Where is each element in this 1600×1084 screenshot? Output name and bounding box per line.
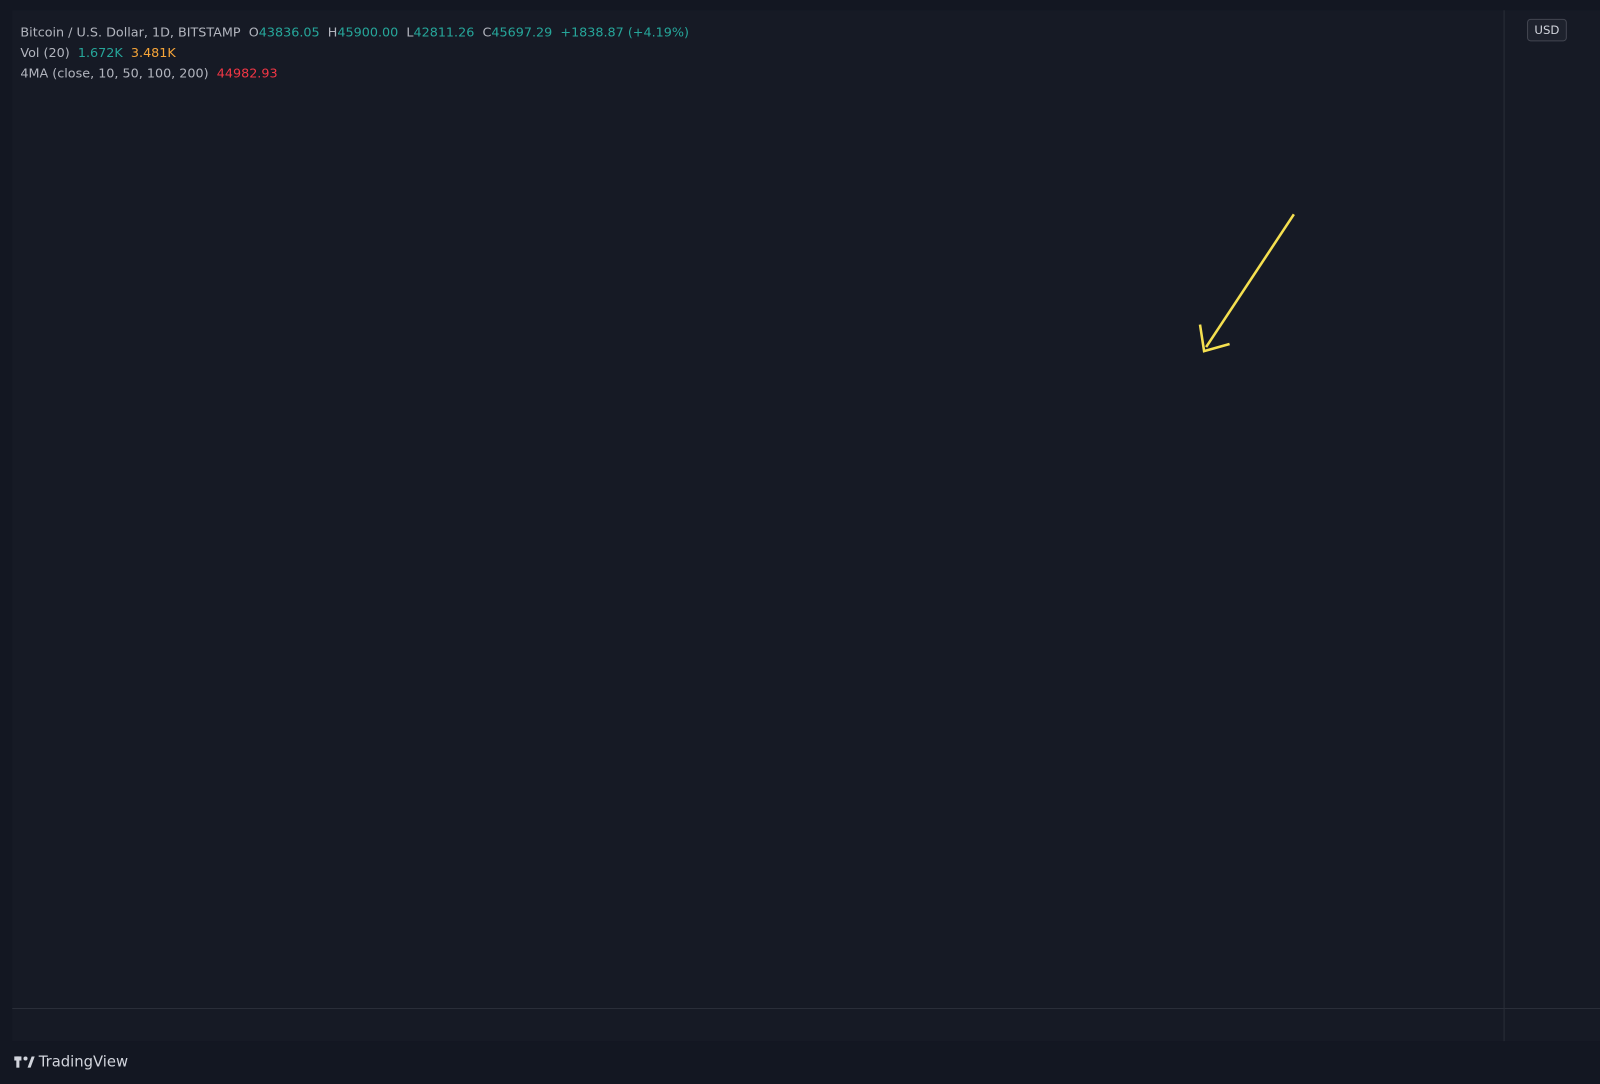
currency-button-box[interactable] xyxy=(1527,18,1567,42)
legend-key: L xyxy=(406,25,414,40)
footer: TradingView xyxy=(14,1054,128,1071)
logo-part xyxy=(16,1056,20,1068)
legend-high: 45900.00 xyxy=(337,25,398,40)
arrow-annotation xyxy=(1198,213,1295,353)
ma-value: 44982.93 xyxy=(217,66,278,81)
currency-label[interactable]: USD xyxy=(1534,23,1559,37)
volume-name: Vol (20) xyxy=(20,46,69,61)
price-axis-area xyxy=(1504,10,1600,1009)
volume-ma-value: 3.481K xyxy=(131,46,176,61)
legend-key: O xyxy=(249,25,259,40)
legend-key: H xyxy=(328,25,338,40)
plot-area xyxy=(12,10,1505,1009)
volume-value: 1.672K xyxy=(78,46,123,61)
symbol: Bitcoin / U.S. Dollar, 1D, BITSTAMP xyxy=(20,25,240,40)
legend-close: 45697.29 xyxy=(491,25,552,40)
logo-part xyxy=(23,1056,28,1061)
legend-line-2: Vol (20) 1.672K 3.481K xyxy=(20,46,176,61)
legend-line-1: Bitcoin / U.S. Dollar, 1D, BITSTAMP O4383… xyxy=(20,25,689,40)
legend-change: +1838.87 (+4.19%) xyxy=(560,25,689,40)
time-axis-area xyxy=(12,1008,1600,1042)
ma-name: 4MA (close, 10, 50, 100, 200) xyxy=(20,66,208,81)
arrow-head xyxy=(1198,324,1230,353)
arrow-shaft xyxy=(1205,213,1295,348)
logo-part xyxy=(27,1056,35,1068)
legend-low: 42811.26 xyxy=(413,25,474,40)
legend-open: 43836.05 xyxy=(259,25,320,40)
legend-key: C xyxy=(482,25,491,40)
currency-button[interactable]: USD xyxy=(1527,18,1567,42)
brand: TradingView xyxy=(38,1054,128,1071)
legend-line-3: 4MA (close, 10, 50, 100, 200) 44982.93 xyxy=(20,66,277,81)
